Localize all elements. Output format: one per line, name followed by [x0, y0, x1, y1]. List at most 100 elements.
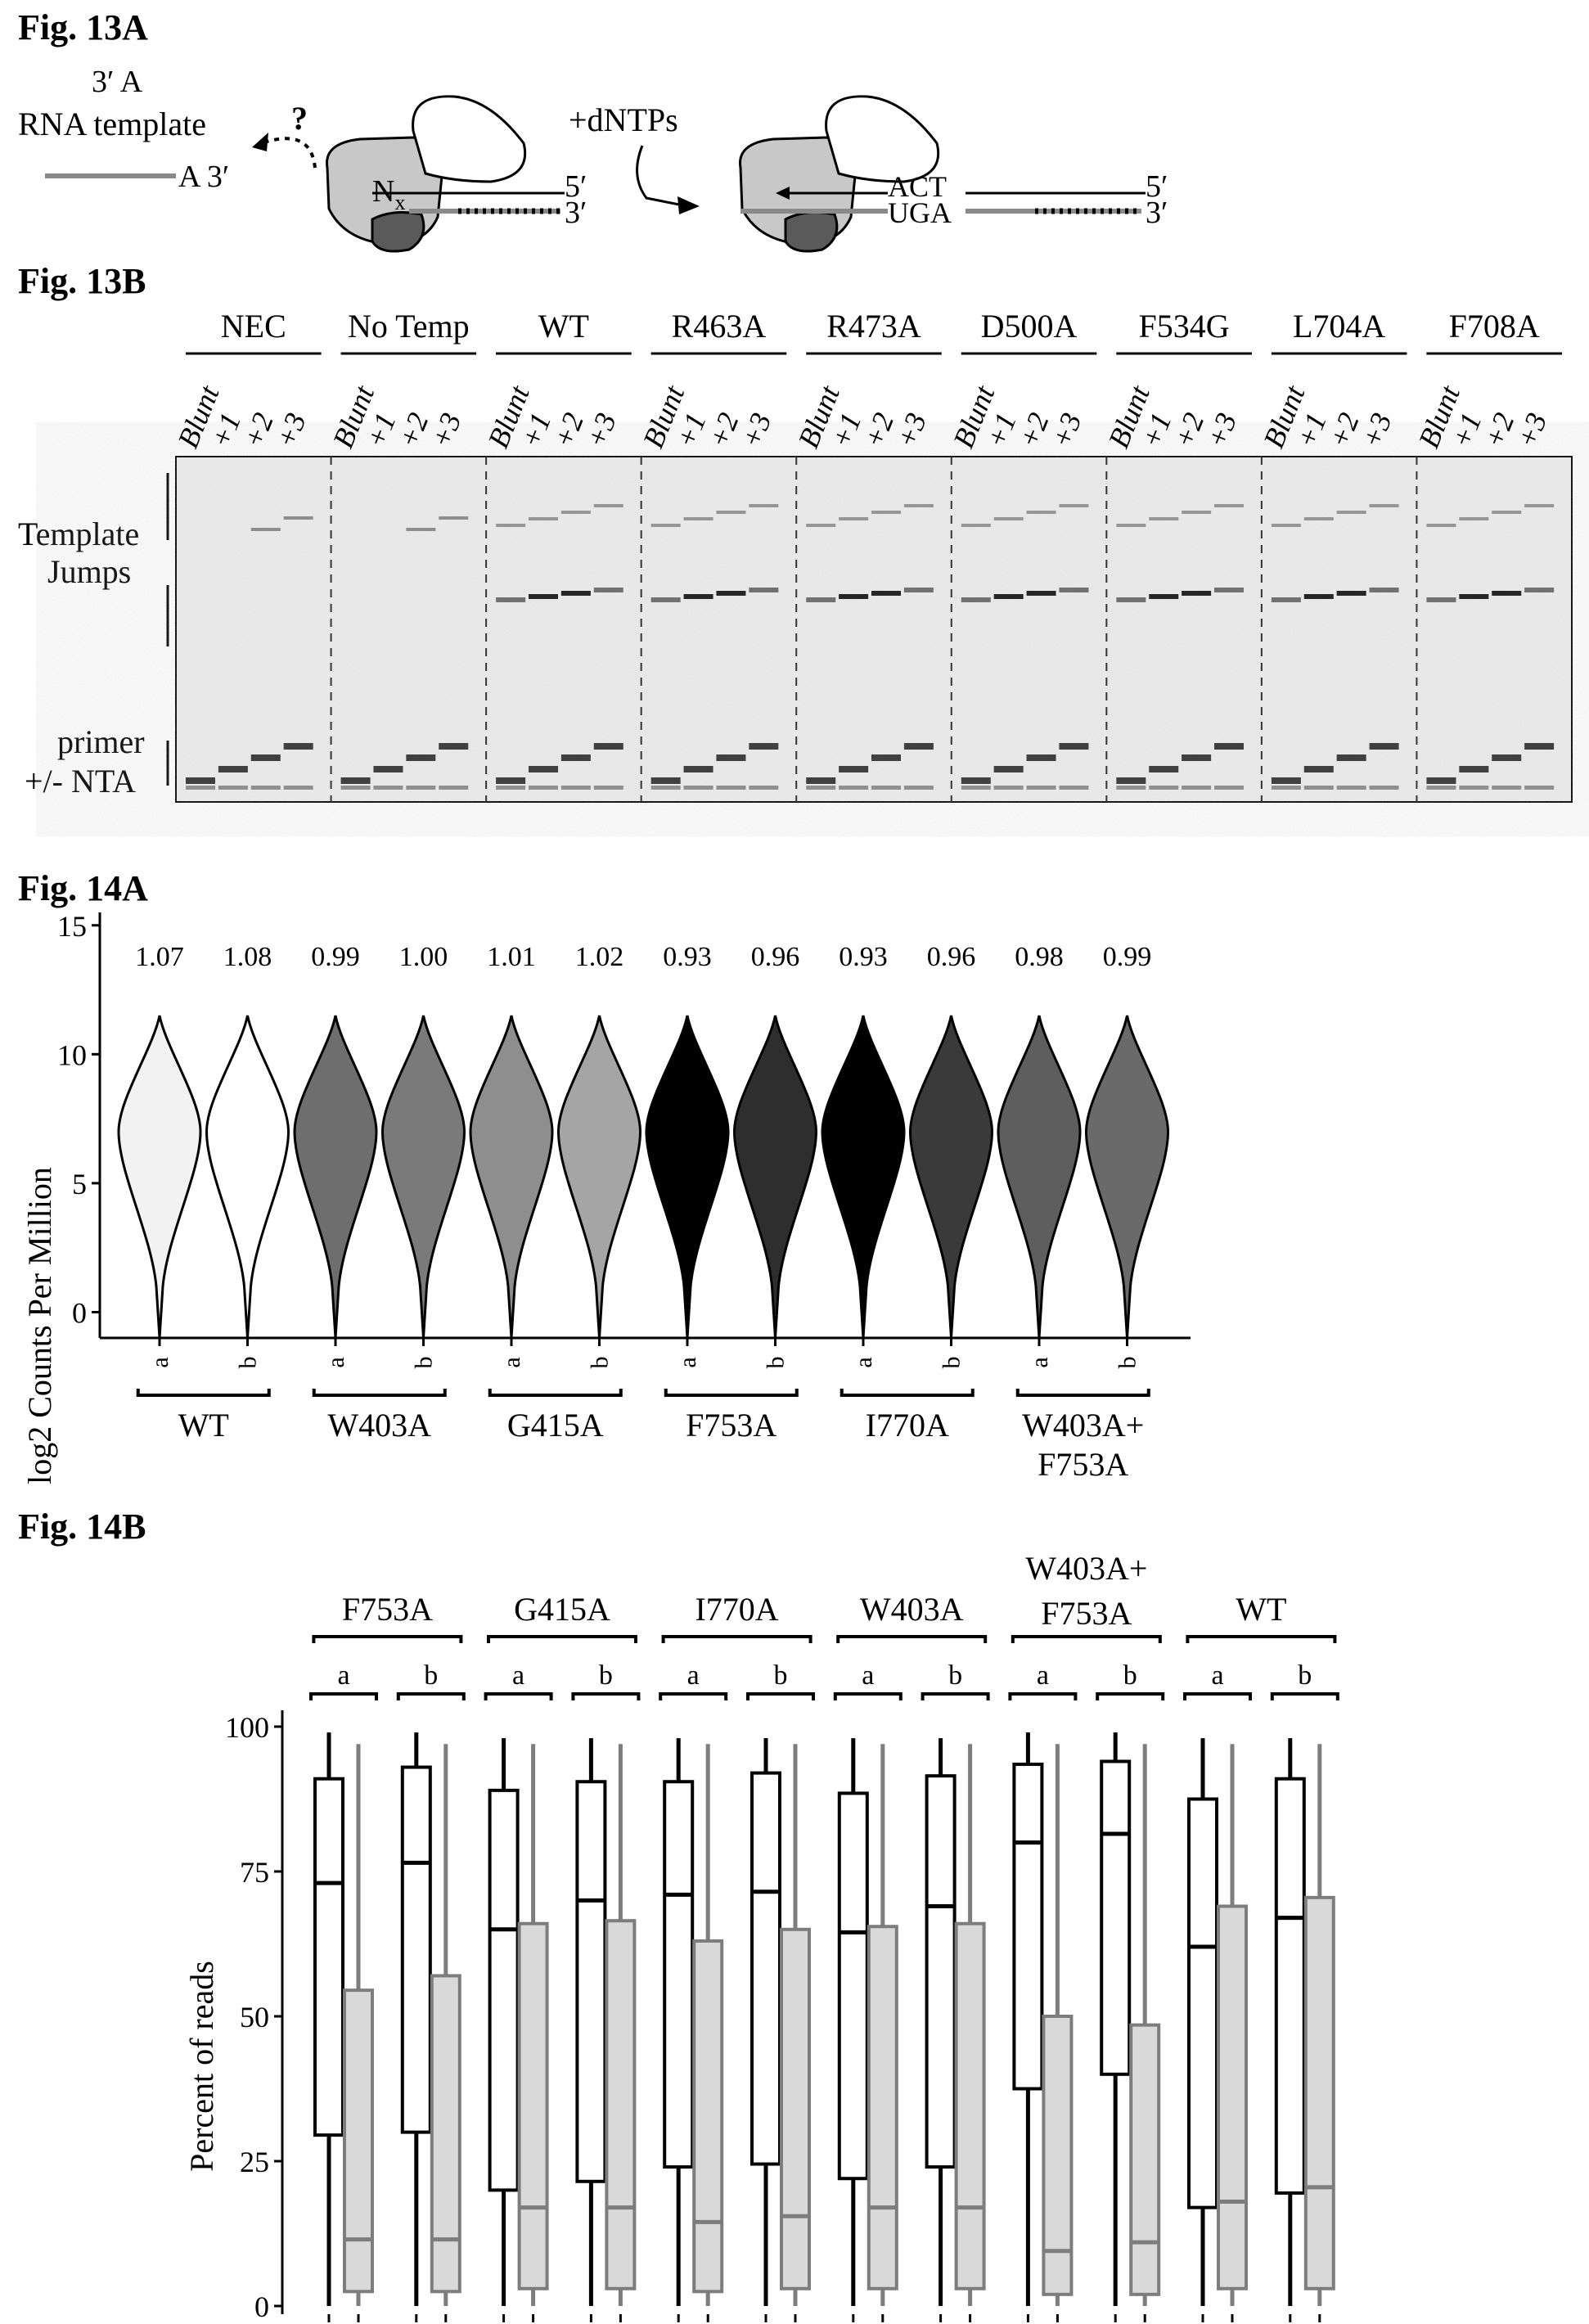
five-prime-label-2: 5′ [1146, 169, 1168, 204]
a-three-prime-text: A 3′ [178, 160, 229, 194]
violin-value-label: 0.96 [751, 942, 800, 972]
violin-shape [205, 1015, 290, 1339]
gel-band-lower [1214, 786, 1244, 790]
box-replicate-bracket [571, 1692, 641, 1700]
gel-band-jump-upper [1459, 517, 1489, 520]
gel-band-jump-upper [560, 511, 591, 514]
gel-band-jump [993, 594, 1024, 599]
gel-band-lower [1116, 786, 1146, 790]
nta-label: +/- NTA [25, 763, 136, 799]
gel-band-jump [1182, 591, 1212, 596]
box-group-bracket [661, 1635, 813, 1643]
gel-band-jump [1303, 594, 1334, 599]
gel-band-primer [496, 777, 526, 784]
gel-band-lower [1149, 786, 1179, 790]
fig-14a-label: Fig. 14A [18, 868, 148, 908]
gel-band-jump-upper [1271, 524, 1301, 527]
gel-band-primer [683, 766, 713, 772]
gel-band-primer [529, 766, 558, 772]
gel-band-jump [716, 591, 746, 596]
gel-group-label: R463A [672, 308, 767, 345]
box-group-label: F753A [342, 1591, 433, 1628]
box-iqr [400, 1765, 432, 2134]
gel-band-jump-upper [1336, 511, 1366, 514]
violin-replicate-label: a [1026, 1357, 1053, 1367]
gel-band-primer [903, 743, 934, 750]
box-replicate-label: a [512, 1660, 524, 1691]
gel-band-lower [186, 786, 215, 790]
violin-value-label: 1.08 [223, 942, 272, 972]
gel-band-jump [1369, 588, 1399, 592]
gel-band-lower [496, 786, 526, 790]
fig-13b-gel: Template Jumps primer +/- NTA NECBlunt+1… [18, 308, 1573, 803]
box-replicate-bracket [833, 1692, 903, 1700]
gel-band-jump [650, 597, 681, 602]
gel-band-lower [961, 786, 991, 790]
gel-band-jump [1026, 591, 1056, 596]
gel-band-jump-upper [650, 524, 681, 527]
violin-replicate-label: b [587, 1357, 614, 1369]
gel-band-lower [993, 786, 1024, 790]
box-group-label: G415A [514, 1591, 610, 1628]
box-replicate-label: a [1037, 1660, 1049, 1691]
gel-band-jump [871, 591, 901, 596]
dntps-label: +dNTPs [569, 101, 678, 138]
violin-y-tick-label: 15 [57, 910, 87, 943]
box-replicate-bracket [484, 1692, 553, 1700]
violin-shape [293, 1015, 378, 1339]
gel-band-lower [1336, 786, 1366, 790]
gel-band-jump [1459, 594, 1489, 599]
gel-band-jump [903, 588, 934, 592]
gel-band-jump-upper [993, 517, 1024, 520]
fig-13a-diagram: 3′ A RNA template A 3′ ? Nx 5′ 3′ +dNTPs… [18, 65, 1168, 253]
gel-band-jump [560, 591, 591, 596]
gel-band-lower [650, 786, 681, 790]
rna-template-label: RNA template [18, 106, 206, 142]
box-iqr [692, 1939, 724, 2294]
gel-band-jump [1149, 594, 1179, 599]
violin-value-label: 0.93 [663, 942, 712, 972]
gel-band-jump [683, 594, 713, 599]
gel-band-jump-upper [1026, 511, 1056, 514]
box-iqr [867, 1925, 898, 2290]
gel-band-primer [749, 743, 779, 750]
violin-value-label: 1.02 [575, 942, 624, 972]
violin-group-bracket [488, 1389, 623, 1397]
violin-replicate-label: b [1114, 1357, 1141, 1369]
gel-band-primer [806, 777, 836, 784]
violin-value-label: 1.07 [135, 942, 184, 972]
gel-band-lower [529, 786, 558, 790]
box-iqr [1303, 1895, 1335, 2290]
rt-enzyme-1-dark-domain [371, 211, 425, 253]
three-prime-label-1: 3′ [565, 196, 587, 230]
box-replicate-bracket [1096, 1692, 1165, 1700]
gel-band-jump [593, 588, 623, 592]
gel-band-primer [650, 777, 681, 784]
box-iqr [663, 1780, 695, 2169]
violin-shape [908, 1015, 994, 1339]
violin-replicate-label: b [235, 1357, 262, 1369]
gel-band-jump-upper [250, 528, 281, 531]
box-iqr [1129, 2023, 1161, 2296]
box-replicate-bracket [921, 1692, 990, 1700]
gel-band-jump-upper [1182, 511, 1212, 514]
box-replicate-bracket [1183, 1692, 1252, 1700]
uga-label: UGA [888, 196, 952, 229]
box-replicate-bracket [1270, 1692, 1339, 1700]
violin-group-bracket [664, 1389, 799, 1397]
gel-band-jump-upper [283, 516, 313, 520]
gel-band-jump-upper [871, 511, 901, 514]
fig-14a-violin-chart: log2 Counts Per Million 0 5 10 15 1.07 a 1.08 b… [21, 910, 1191, 1484]
gel-band-lower [1492, 786, 1522, 790]
act-label: ACT [888, 170, 947, 203]
nx-label: Nx [372, 174, 405, 214]
fig-13a-label: Fig. 13A [18, 7, 148, 47]
gel-band-jump [1271, 597, 1301, 602]
gel-band-jump-upper [961, 524, 991, 527]
box-group-bracket [836, 1635, 988, 1643]
violin-replicate-label: b [939, 1357, 966, 1369]
fig-13b-label: Fig. 13B [18, 261, 146, 301]
box-iqr [750, 1771, 781, 2166]
gel-band-jump-upper [749, 504, 779, 507]
five-prime-label-1: 5′ [565, 169, 587, 204]
